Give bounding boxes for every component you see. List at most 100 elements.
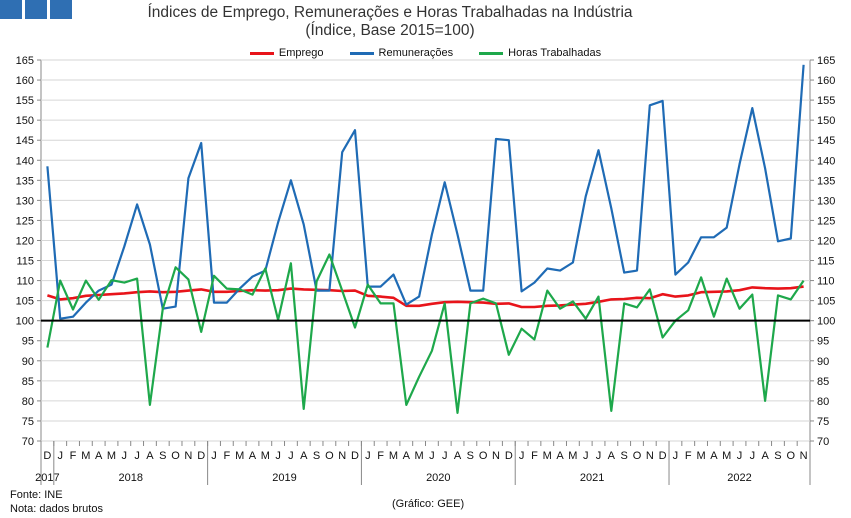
y-tick-label: 75 xyxy=(22,416,34,428)
legend-label-remuneracoes: Remunerações xyxy=(378,47,454,59)
y-tick-label-right: 85 xyxy=(817,376,829,388)
x-tick-label: A xyxy=(95,450,103,462)
y-tick-label-right: 165 xyxy=(817,55,835,67)
x-tick-label: J xyxy=(596,450,602,462)
x-tick-label: J xyxy=(57,450,63,462)
x-tick-label: F xyxy=(70,450,77,462)
x-tick-label: N xyxy=(492,450,500,462)
y-tick-label: 165 xyxy=(16,55,34,67)
y-tick-label-right: 80 xyxy=(817,396,829,408)
x-tick-label: A xyxy=(710,450,718,462)
x-tick-label: A xyxy=(761,450,769,462)
x-tick-label: O xyxy=(479,450,488,462)
x-tick-label: M xyxy=(235,450,244,462)
x-tick-label: D xyxy=(505,450,513,462)
y-tick-label-right: 110 xyxy=(817,276,835,288)
x-tick-label: F xyxy=(531,450,538,462)
x-tick-label: D xyxy=(659,450,667,462)
y-tick-label-right: 70 xyxy=(817,436,829,448)
x-tick-label: J xyxy=(365,450,371,462)
x-year-label: 2022 xyxy=(727,472,751,484)
y-tick-label: 90 xyxy=(22,356,34,368)
series-line-1 xyxy=(47,285,804,309)
x-tick-label: J xyxy=(737,450,743,462)
chart-credit: (Gráfico: GEE) xyxy=(392,498,465,510)
x-tick-label: S xyxy=(774,450,781,462)
brand-square-1 xyxy=(0,0,22,19)
x-tick-label: M xyxy=(415,450,424,462)
y-tick-label: 70 xyxy=(22,436,34,448)
y-tick-label: 150 xyxy=(16,115,34,127)
x-tick-label: M xyxy=(389,450,398,462)
x-year-label: 2018 xyxy=(118,472,142,484)
y-tick-label: 80 xyxy=(22,396,34,408)
x-tick-label: N xyxy=(338,450,346,462)
y-tick-label: 110 xyxy=(16,276,34,288)
y-tick-label: 105 xyxy=(16,296,34,308)
x-tick-label: N xyxy=(184,450,192,462)
x-tick-label: A xyxy=(300,450,308,462)
y-tick-label-right: 125 xyxy=(817,215,835,227)
x-tick-label: J xyxy=(211,450,217,462)
x-tick-label: J xyxy=(519,450,525,462)
chart-legend: Emprego Remunerações Horas Trabalhadas xyxy=(0,47,851,59)
y-tick-label: 155 xyxy=(16,95,34,107)
chart-subtitle: (Índice, Base 2015=100) xyxy=(305,22,475,39)
x-tick-label: J xyxy=(673,450,679,462)
y-tick-label: 135 xyxy=(16,175,34,187)
x-tick-label: A xyxy=(608,450,616,462)
y-tick-label-right: 160 xyxy=(817,75,835,87)
x-tick-label: M xyxy=(543,450,552,462)
brand-square-3 xyxy=(50,0,72,19)
x-tick-label: J xyxy=(134,450,140,462)
x-tick-label: M xyxy=(696,450,705,462)
x-tick-label: J xyxy=(583,450,589,462)
x-tick-label: O xyxy=(325,450,334,462)
x-tick-label: F xyxy=(685,450,692,462)
y-tick-label-right: 105 xyxy=(817,296,835,308)
x-tick-label: S xyxy=(620,450,627,462)
x-tick-label: S xyxy=(467,450,474,462)
y-tick-label: 125 xyxy=(16,215,34,227)
x-tick-label: N xyxy=(800,450,808,462)
x-year-label: 2019 xyxy=(272,472,296,484)
x-tick-label: D xyxy=(351,450,359,462)
legend-swatch-emprego xyxy=(249,51,274,55)
y-tick-label: 160 xyxy=(16,75,34,87)
x-tick-label: F xyxy=(377,450,384,462)
y-tick-label-right: 155 xyxy=(817,95,835,107)
x-tick-label: J xyxy=(750,450,756,462)
y-tick-label-right: 120 xyxy=(817,235,835,247)
y-tick-label-right: 90 xyxy=(817,356,829,368)
legend-item-emprego: Emprego xyxy=(249,47,324,59)
x-tick-label: O xyxy=(633,450,642,462)
x-tick-label: J xyxy=(429,450,435,462)
x-tick-label: A xyxy=(403,450,411,462)
y-tick-label: 140 xyxy=(16,155,34,167)
data-note: Nota: dados brutos xyxy=(10,503,103,515)
x-tick-label: J xyxy=(122,450,128,462)
y-tick-label-right: 115 xyxy=(817,256,835,268)
y-tick-label-right: 100 xyxy=(817,316,835,328)
x-tick-label: J xyxy=(442,450,448,462)
chart-header: Índices de Emprego, Remunerações e Horas… xyxy=(0,4,780,40)
x-tick-label: M xyxy=(107,450,116,462)
y-tick-label: 85 xyxy=(22,376,34,388)
legend-label-emprego: Emprego xyxy=(278,47,324,59)
brand-logo xyxy=(0,0,72,19)
legend-item-horas: Horas Trabalhadas xyxy=(479,47,601,59)
x-tick-label: A xyxy=(249,450,257,462)
x-tick-label: S xyxy=(159,450,166,462)
x-year-label: 2021 xyxy=(580,472,604,484)
x-tick-label: M xyxy=(81,450,90,462)
legend-label-horas: Horas Trabalhadas xyxy=(508,47,602,59)
x-tick-label: J xyxy=(288,450,294,462)
x-tick-label: M xyxy=(568,450,577,462)
series-line-2 xyxy=(46,64,805,320)
x-tick-label: D xyxy=(43,450,51,462)
x-tick-label: M xyxy=(722,450,731,462)
x-tick-label: D xyxy=(197,450,205,462)
source-note: Fonte: INE xyxy=(10,489,63,501)
x-year-label: 2017 xyxy=(35,472,59,484)
x-tick-label: A xyxy=(454,450,462,462)
